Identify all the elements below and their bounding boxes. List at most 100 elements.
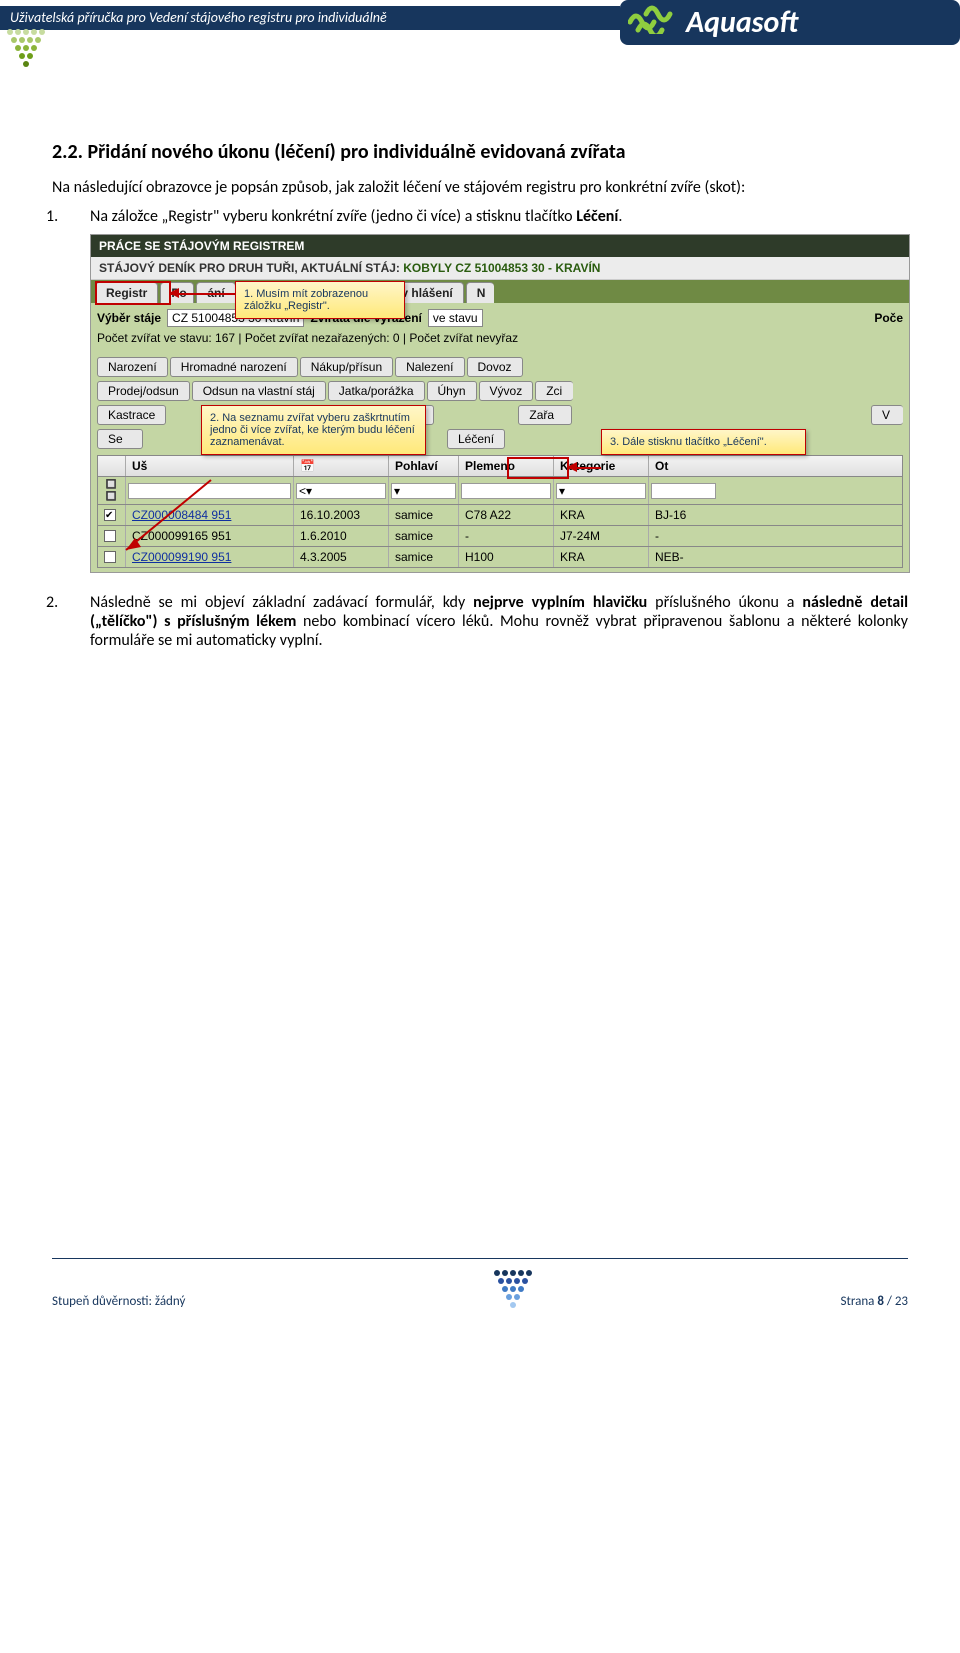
table-row[interactable]: CZ000099190 9514.3.2005samiceH100KRANEB- <box>97 547 903 568</box>
section-title: 2.2. Přidání nového úkonu (léčení) pro i… <box>52 140 908 164</box>
ss-line-1: Výběr stáje CZ 51004853 30 Kravín Zvířat… <box>97 307 903 329</box>
step-2-mid: příslušného úkonu a <box>647 593 802 612</box>
footer-total: / 23 <box>884 1294 908 1309</box>
tab-item[interactable]: N <box>466 282 494 303</box>
cell-date: 4.3.2005 <box>294 547 389 567</box>
callout-3: 3. Dále stisknu tlačítko „Léčení". <box>601 429 806 455</box>
cell-date: 16.10.2003 <box>294 505 389 525</box>
gh-date[interactable]: 📅 <box>294 456 389 476</box>
page-header: Uživatelská příručka pro Vedení stájovéh… <box>0 0 960 90</box>
state-select[interactable]: ve stavu <box>428 309 483 327</box>
filter-op: < <box>299 484 306 498</box>
callout-2: 2. Na seznamu zvířat vyberu zaškrtnutím … <box>201 405 426 455</box>
footer-dots-icon <box>493 1269 533 1309</box>
filter-ot[interactable] <box>649 477 718 504</box>
cell-plemeno: - <box>459 526 554 546</box>
calendar-icon: 📅 <box>300 459 315 473</box>
ss-light-prefix: STÁJOVÝ DENÍK PRO DRUH TUŘI, AKTUÁLNÍ ST… <box>99 261 403 275</box>
filter-icon[interactable]: 🔲 <box>106 479 117 490</box>
action-button[interactable]: Vývoz <box>479 381 534 401</box>
section-number: 2.2. <box>52 140 83 164</box>
callout-1: 1. Musím mít zobrazenou záložku „Registr… <box>235 281 405 319</box>
ss-light-title: STÁJOVÝ DENÍK PRO DRUH TUŘI, AKTUÁLNÍ ST… <box>91 257 909 280</box>
footer-left: Stupeň důvěrnosti: žádný <box>52 1294 185 1309</box>
step-2-b1: nejprve vyplním hlavičku <box>473 593 647 612</box>
grid-filter-row: 🔲 🔲 < ▾ ▾ ▾ <box>97 477 903 505</box>
cell-ot: - <box>649 526 718 546</box>
line1-right: Poče <box>874 311 903 325</box>
btn-se[interactable]: Se <box>97 429 143 449</box>
footer-right: Strana 8 / 23 <box>841 1294 909 1309</box>
step-1-number: 1. <box>68 207 90 226</box>
action-button[interactable]: Narození <box>97 357 168 377</box>
cell-date: 1.6.2010 <box>294 526 389 546</box>
cell-kategorie: KRA <box>554 505 649 525</box>
content-area: 2.2. Přidání nového úkonu (léčení) pro i… <box>0 90 960 698</box>
footer: Stupeň důvěrnosti: žádný Strana 8 / 23 <box>0 1259 960 1335</box>
step-1-suffix: . <box>618 207 622 226</box>
filter-icons[interactable]: 🔲 🔲 <box>98 477 126 504</box>
step-1-bold: Léčení <box>576 207 618 226</box>
action-button[interactable]: Prodej/odsun <box>97 381 190 401</box>
grid-header: Uš 📅 Pohlaví Plemeno Kategorie Ot <box>97 455 903 477</box>
cell-kategorie: KRA <box>554 547 649 567</box>
action-button[interactable]: Nákup/přísun <box>300 357 393 377</box>
gh-pohlavi[interactable]: Pohlaví <box>389 456 459 476</box>
line1-label: Výběr stáje <box>97 311 161 325</box>
cell-pohlavi: samice <box>389 505 459 525</box>
cell-ot: NEB- <box>649 547 718 567</box>
intro-paragraph: Na následující obrazovce je popsán způso… <box>52 178 908 197</box>
cell-id: CZ000008484 951 <box>126 505 294 525</box>
tab-registr[interactable]: Registr <box>95 282 158 303</box>
cell-pohlavi: samice <box>389 547 459 567</box>
doc-title-bar: Uživatelská příručka pro Vedení stájovéh… <box>0 6 620 30</box>
row-checkbox[interactable] <box>98 526 126 546</box>
action-button[interactable]: Hromadné narození <box>170 357 298 377</box>
filter-icon-2[interactable]: 🔲 <box>106 491 117 502</box>
action-button[interactable]: Kastrace <box>97 405 166 425</box>
action-button[interactable]: V <box>871 405 903 425</box>
filter-kat[interactable]: ▾ <box>554 477 649 504</box>
brand-glyph-icon <box>628 2 678 43</box>
arrow-1-line <box>171 293 235 295</box>
footer-right-prefix: Strana <box>841 1294 878 1309</box>
section-heading: Přidání nového úkonu (léčení) pro indivi… <box>88 140 626 164</box>
ss-light-stable: KOBYLY CZ 51004853 30 - KRAVÍN <box>403 261 600 275</box>
cell-id: CZ000099165 951 <box>126 526 294 546</box>
header-dots-icon <box>6 28 46 68</box>
spacer <box>0 698 960 1258</box>
gh-check <box>98 456 126 476</box>
action-button[interactable]: Odsun na vlastní stáj <box>192 381 326 401</box>
filter-id[interactable] <box>126 477 294 504</box>
filter-plem[interactable] <box>459 477 554 504</box>
action-button[interactable]: Zci <box>535 381 573 401</box>
brand-logo: Aquasoft <box>628 2 798 43</box>
action-button[interactable]: Jatka/porážka <box>328 381 425 401</box>
action-button[interactable]: Zařa <box>518 405 572 425</box>
action-button[interactable]: Úhyn <box>427 381 477 401</box>
gh-ot[interactable]: Ot <box>649 456 718 476</box>
step-1: 1.Na záložce „Registr" vyberu konkrétní … <box>90 207 908 226</box>
action-button[interactable]: Nalezení <box>395 357 464 377</box>
ss-tab-row: RegistrPoáníStájePartneřiArchiv hlášeníN <box>91 280 909 303</box>
brand-block: Aquasoft <box>620 0 960 45</box>
line2-text: Počet zvířat ve stavu: 167 | Počet zvířa… <box>97 331 518 345</box>
doc-title: Uživatelská příručka pro Vedení stájovéh… <box>10 9 387 26</box>
cell-plemeno: C78 A22 <box>459 505 554 525</box>
action-button[interactable]: Dovoz <box>467 357 523 377</box>
table-row[interactable]: CZ000008484 95116.10.2003samiceC78 A22KR… <box>97 505 903 526</box>
table-row[interactable]: CZ000099165 9511.6.2010samice-J7-24M- <box>97 526 903 547</box>
gh-plemeno[interactable]: Plemeno <box>459 456 554 476</box>
cell-pohlavi: samice <box>389 526 459 546</box>
footer-page: 8 <box>877 1294 884 1309</box>
row-checkbox[interactable] <box>98 505 126 525</box>
arrow-1-head-icon <box>169 288 179 298</box>
row-checkbox[interactable] <box>98 547 126 567</box>
arrow-3-head-icon <box>567 462 577 472</box>
filter-poh[interactable]: ▾ <box>389 477 459 504</box>
gh-id[interactable]: Uš <box>126 456 294 476</box>
btn-row-2: Prodej/odsunOdsun na vlastní stájJatka/p… <box>97 379 903 403</box>
ss-line-2: Počet zvířat ve stavu: 167 | Počet zvířa… <box>97 329 903 347</box>
btn-leceni[interactable]: Léčení <box>447 429 505 449</box>
filter-date[interactable]: < ▾ <box>294 477 389 504</box>
